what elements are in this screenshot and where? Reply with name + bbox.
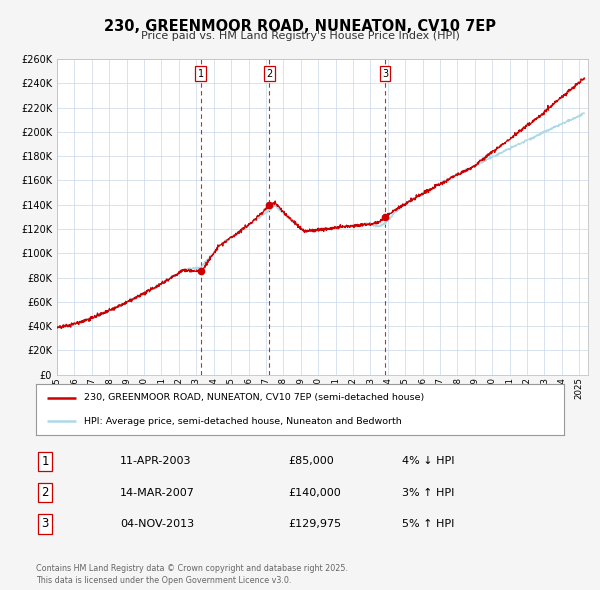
- Text: 230, GREENMOOR ROAD, NUNEATON, CV10 7EP (semi-detached house): 230, GREENMOOR ROAD, NUNEATON, CV10 7EP …: [83, 393, 424, 402]
- Text: Price paid vs. HM Land Registry's House Price Index (HPI): Price paid vs. HM Land Registry's House …: [140, 31, 460, 41]
- Text: Contains HM Land Registry data © Crown copyright and database right 2025.
This d: Contains HM Land Registry data © Crown c…: [36, 565, 348, 585]
- Text: 3: 3: [382, 68, 388, 78]
- Text: £140,000: £140,000: [288, 488, 341, 497]
- Text: 230, GREENMOOR ROAD, NUNEATON, CV10 7EP: 230, GREENMOOR ROAD, NUNEATON, CV10 7EP: [104, 19, 496, 34]
- Text: 14-MAR-2007: 14-MAR-2007: [120, 488, 195, 497]
- Text: 2: 2: [41, 486, 49, 499]
- Text: £129,975: £129,975: [288, 519, 341, 529]
- Text: HPI: Average price, semi-detached house, Nuneaton and Bedworth: HPI: Average price, semi-detached house,…: [83, 417, 401, 426]
- Text: 1: 1: [41, 455, 49, 468]
- Text: 11-APR-2003: 11-APR-2003: [120, 457, 191, 466]
- Text: £85,000: £85,000: [288, 457, 334, 466]
- Text: 4% ↓ HPI: 4% ↓ HPI: [402, 457, 455, 466]
- Text: 3: 3: [41, 517, 49, 530]
- Text: 5% ↑ HPI: 5% ↑ HPI: [402, 519, 454, 529]
- Text: 2: 2: [266, 68, 272, 78]
- Text: 1: 1: [198, 68, 204, 78]
- Text: 04-NOV-2013: 04-NOV-2013: [120, 519, 194, 529]
- Text: 3% ↑ HPI: 3% ↑ HPI: [402, 488, 454, 497]
